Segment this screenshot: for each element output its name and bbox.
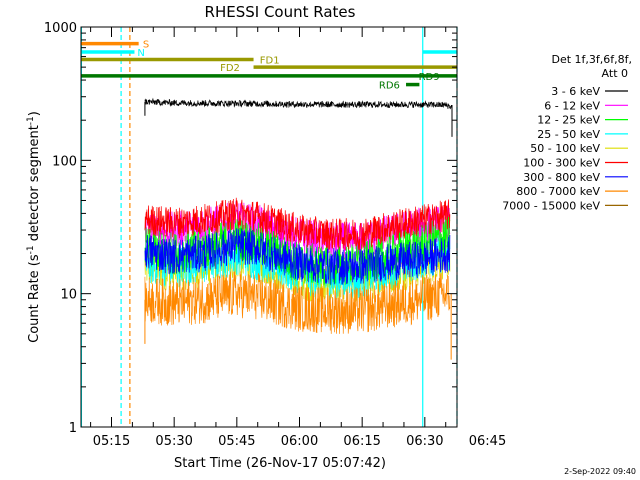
legend-entry-label: 12 - 25 keV <box>537 114 600 127</box>
x-tick-label: 05:45 <box>218 434 255 449</box>
annotation-label: FD2 <box>220 63 240 74</box>
annotation-label: N <box>137 48 144 59</box>
y-axis-label-main: Count Rate (s <box>27 254 42 343</box>
y-axis-label-sup1: -1 <box>26 245 36 254</box>
y-axis-label-sup2: -1 <box>26 116 36 125</box>
legend-header-2: Att 0 <box>602 67 628 80</box>
legend-header-1: Det 1f,3f,6f,8f, <box>551 53 632 66</box>
legend-entry-label: 3 - 6 keV <box>551 85 600 98</box>
legend-entry-label: 7000 - 15000 keV <box>502 199 600 212</box>
series-line <box>144 97 453 110</box>
annotation-label: S <box>143 40 149 51</box>
x-tick-label: 06:15 <box>343 434 380 449</box>
legend-entry-label: 6 - 12 keV <box>544 99 600 112</box>
plot-frame <box>80 26 458 428</box>
legend-entry-label: 100 - 300 keV <box>523 157 600 170</box>
footer-date: 2-Sep-2022 09:40 <box>564 467 636 476</box>
legend-entry-label: 300 - 800 keV <box>523 171 600 184</box>
series-line <box>144 271 451 334</box>
series-line <box>144 228 451 285</box>
annotation-bars: SN FD1 FD2 RD6 RD9 <box>81 40 457 92</box>
annotation-label: RD6 <box>379 81 400 92</box>
x-tick-label: 05:30 <box>155 434 192 449</box>
series-lines <box>144 97 453 360</box>
y-axis-label-end: ) <box>27 111 42 116</box>
x-tick-label: 05:15 <box>93 434 130 449</box>
x-axis-ticks: 05:15 05:30 05:45 06:00 06:15 06:30 06:45 <box>90 27 506 449</box>
y-tick-label: 1000 <box>44 21 77 36</box>
legend-entry-label: 800 - 7000 keV <box>516 185 600 198</box>
x-axis-label: Start Time (26-Nov-17 05:07:42) <box>174 456 386 471</box>
y-tick-label: 100 <box>52 154 77 169</box>
y-axis-ticks: 1 10 100 1000 <box>44 21 457 436</box>
y-tick-label: 10 <box>60 288 77 303</box>
annotation-label: FD1 <box>260 56 280 67</box>
y-axis-label: Count Rate (s-1 detector segment-1) <box>26 111 42 343</box>
series-line <box>144 197 451 251</box>
x-tick-label: 06:45 <box>469 434 506 449</box>
chart-title: RHESSI Count Rates <box>205 3 356 21</box>
legend-entry-label: 25 - 50 keV <box>537 128 600 141</box>
x-tick-label: 06:30 <box>406 434 443 449</box>
y-tick-label: 1 <box>69 421 77 436</box>
annotation-label: RD9 <box>419 72 440 83</box>
legend-entry-label: 50 - 100 keV <box>530 142 600 155</box>
y-axis-label-mid: detector segment <box>27 125 42 245</box>
x-tick-label: 06:00 <box>281 434 318 449</box>
